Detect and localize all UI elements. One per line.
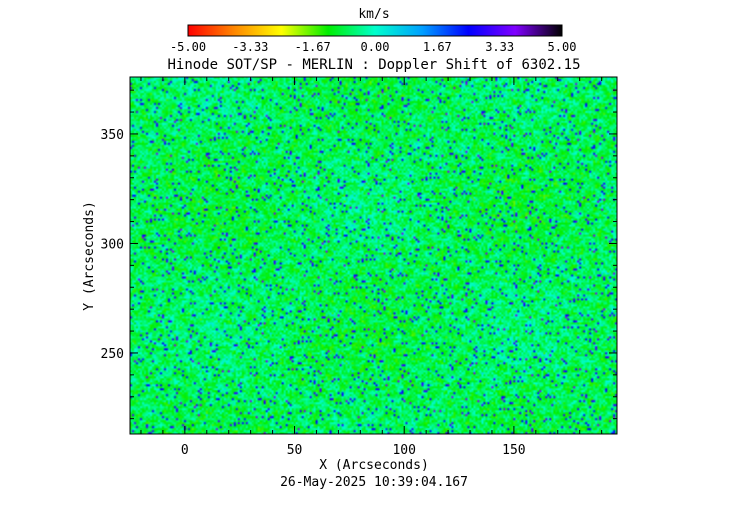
colorbar-tick-label: -1.67	[295, 40, 331, 54]
colorbar-tick-label: -5.00	[170, 40, 206, 54]
chart-title: Hinode SOT/SP - MERLIN : Doppler Shift o…	[167, 57, 580, 73]
colorbar-ticks: -5.00 -3.33 -1.67 0.00 1.67 3.33 5.00	[170, 40, 577, 54]
x-tick-label: 100	[392, 443, 415, 458]
axis-ticks: 0 50 100 150 250 300 350	[101, 77, 617, 458]
plot-frame	[129, 76, 618, 435]
y-tick-label: 250	[101, 347, 124, 362]
x-tick-label: 150	[502, 443, 525, 458]
x-axis-label: X (Arcseconds)	[319, 458, 429, 473]
x-tick-label: 0	[181, 443, 189, 458]
y-tick-label: 350	[101, 128, 124, 143]
x-tick-label: 50	[287, 443, 303, 458]
colorbar	[187, 24, 563, 37]
timestamp: 26-May-2025 10:39:04.167	[280, 475, 468, 490]
colorbar-tick-label: 5.00	[548, 40, 577, 54]
colorbar-tick-label: -3.33	[232, 40, 268, 54]
doppler-map-image	[130, 77, 617, 434]
y-tick-label: 300	[101, 237, 124, 252]
colorbar-tick-label: 3.33	[485, 40, 514, 54]
colorbar-tick-label: 0.00	[361, 40, 390, 54]
colorbar-unit-label: km/s	[358, 7, 389, 22]
y-axis-label: Y (Arcseconds)	[82, 201, 97, 311]
colorbar-tick-label: 1.67	[423, 40, 452, 54]
